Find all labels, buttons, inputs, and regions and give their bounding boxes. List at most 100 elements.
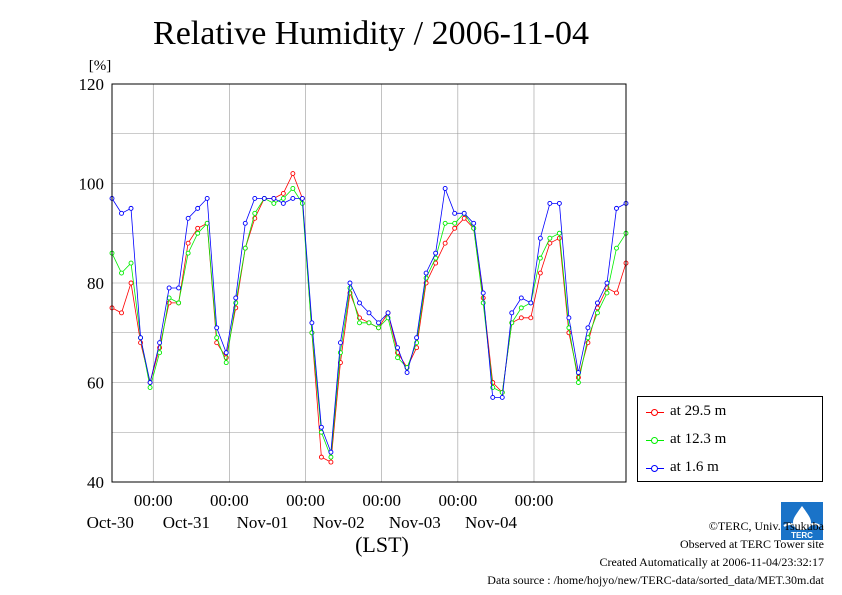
data-point (280, 195, 286, 201)
data-point (395, 355, 401, 361)
x-tick-time-label: 00:00 (515, 491, 554, 510)
data-point (461, 215, 467, 221)
data-point (223, 360, 229, 366)
data-point (138, 335, 144, 341)
data-point (176, 300, 182, 306)
y-tick-label: 120 (79, 75, 105, 94)
data-point (328, 459, 334, 465)
data-point (157, 350, 163, 356)
legend-label: at 1.6 m (670, 459, 719, 475)
y-tick-label: 80 (87, 274, 104, 293)
data-point (614, 245, 619, 251)
data-point (357, 300, 362, 306)
data-point (547, 200, 553, 206)
data-point (518, 295, 524, 301)
data-point (614, 205, 619, 211)
axis-labels: 406080100120[%]00:00Oct-3000:00Oct-3100:… (79, 58, 554, 557)
y-tick-label: 60 (87, 374, 104, 393)
data-point (328, 454, 334, 460)
data-point (433, 250, 439, 256)
data-point (585, 325, 591, 331)
data-point (185, 240, 191, 246)
data-point (414, 335, 420, 341)
data-point (233, 295, 239, 301)
legend-label: at 29.5 m (670, 403, 727, 419)
data-point (128, 260, 134, 266)
legend-marker (651, 437, 658, 444)
data-point (280, 200, 286, 206)
data-point (499, 390, 505, 395)
credit-copyright: ©TERC, Univ. Tsukuba (708, 519, 824, 533)
data-point (223, 350, 229, 356)
grid-lines (112, 83, 626, 483)
data-point (537, 235, 543, 241)
series-2 (109, 186, 629, 460)
data-point (395, 345, 401, 351)
data-point (214, 325, 220, 331)
legend: at 29.5 m at 12.3 m at 1.6 m (637, 396, 823, 482)
data-point (185, 250, 191, 256)
y-tick-label: 100 (79, 175, 105, 194)
series-3 (109, 186, 629, 455)
data-point (204, 195, 210, 201)
data-point (518, 305, 524, 311)
data-point (128, 205, 134, 211)
data-point (157, 340, 163, 346)
data-point (594, 300, 600, 306)
data-point (509, 310, 515, 316)
data-point (128, 280, 134, 286)
data-point (214, 335, 220, 341)
x-tick-time-label: 00:00 (438, 491, 477, 510)
data-point (185, 215, 191, 221)
data-point (385, 310, 391, 316)
data-point (119, 210, 124, 216)
data-point (556, 230, 562, 236)
data-point (337, 340, 343, 346)
data-point (442, 220, 448, 226)
data-point (328, 449, 334, 455)
data-point (480, 290, 486, 296)
data-point (242, 245, 248, 251)
wave-icon (783, 523, 821, 529)
x-tick-time-label: 00:00 (362, 491, 401, 510)
legend-marker (651, 465, 658, 472)
data-point (309, 320, 315, 326)
data-point (280, 190, 286, 196)
data-point (604, 280, 610, 286)
credit-source: Data source : /home/hojyo/new/TERC-data/… (487, 573, 824, 587)
data-point (119, 310, 124, 316)
data-point (290, 195, 296, 201)
data-point (537, 270, 543, 276)
data-point (442, 240, 448, 246)
data-point (290, 186, 296, 191)
x-tick-date-label: Oct-30 (87, 513, 134, 532)
series-line (111, 186, 627, 453)
data-point (471, 220, 477, 226)
x-tick-date-label: Nov-03 (389, 513, 441, 532)
data-point (271, 200, 277, 206)
data-point (442, 186, 448, 191)
legend-item: at 29.5 m (638, 400, 824, 426)
data-point (528, 315, 534, 321)
data-point (547, 235, 553, 241)
data-point (242, 220, 248, 226)
data-point (404, 370, 410, 375)
data-point (271, 195, 277, 201)
y-tick-label: 40 (87, 473, 104, 492)
data-point (423, 270, 429, 276)
data-point (575, 370, 581, 375)
data-point (537, 255, 543, 261)
data-point (119, 270, 124, 276)
data-point (252, 210, 258, 216)
legend-item: at 12.3 m (638, 428, 824, 454)
chart-title: Relative Humidity / 2006-11-04 (153, 15, 589, 52)
data-point (499, 394, 505, 400)
logo-text: TERC (791, 531, 813, 540)
plot-frame (111, 83, 627, 483)
data-point (461, 210, 467, 216)
data-point (195, 230, 201, 236)
data-point (376, 320, 381, 326)
data-point (528, 300, 534, 306)
legend-marker (651, 409, 658, 416)
